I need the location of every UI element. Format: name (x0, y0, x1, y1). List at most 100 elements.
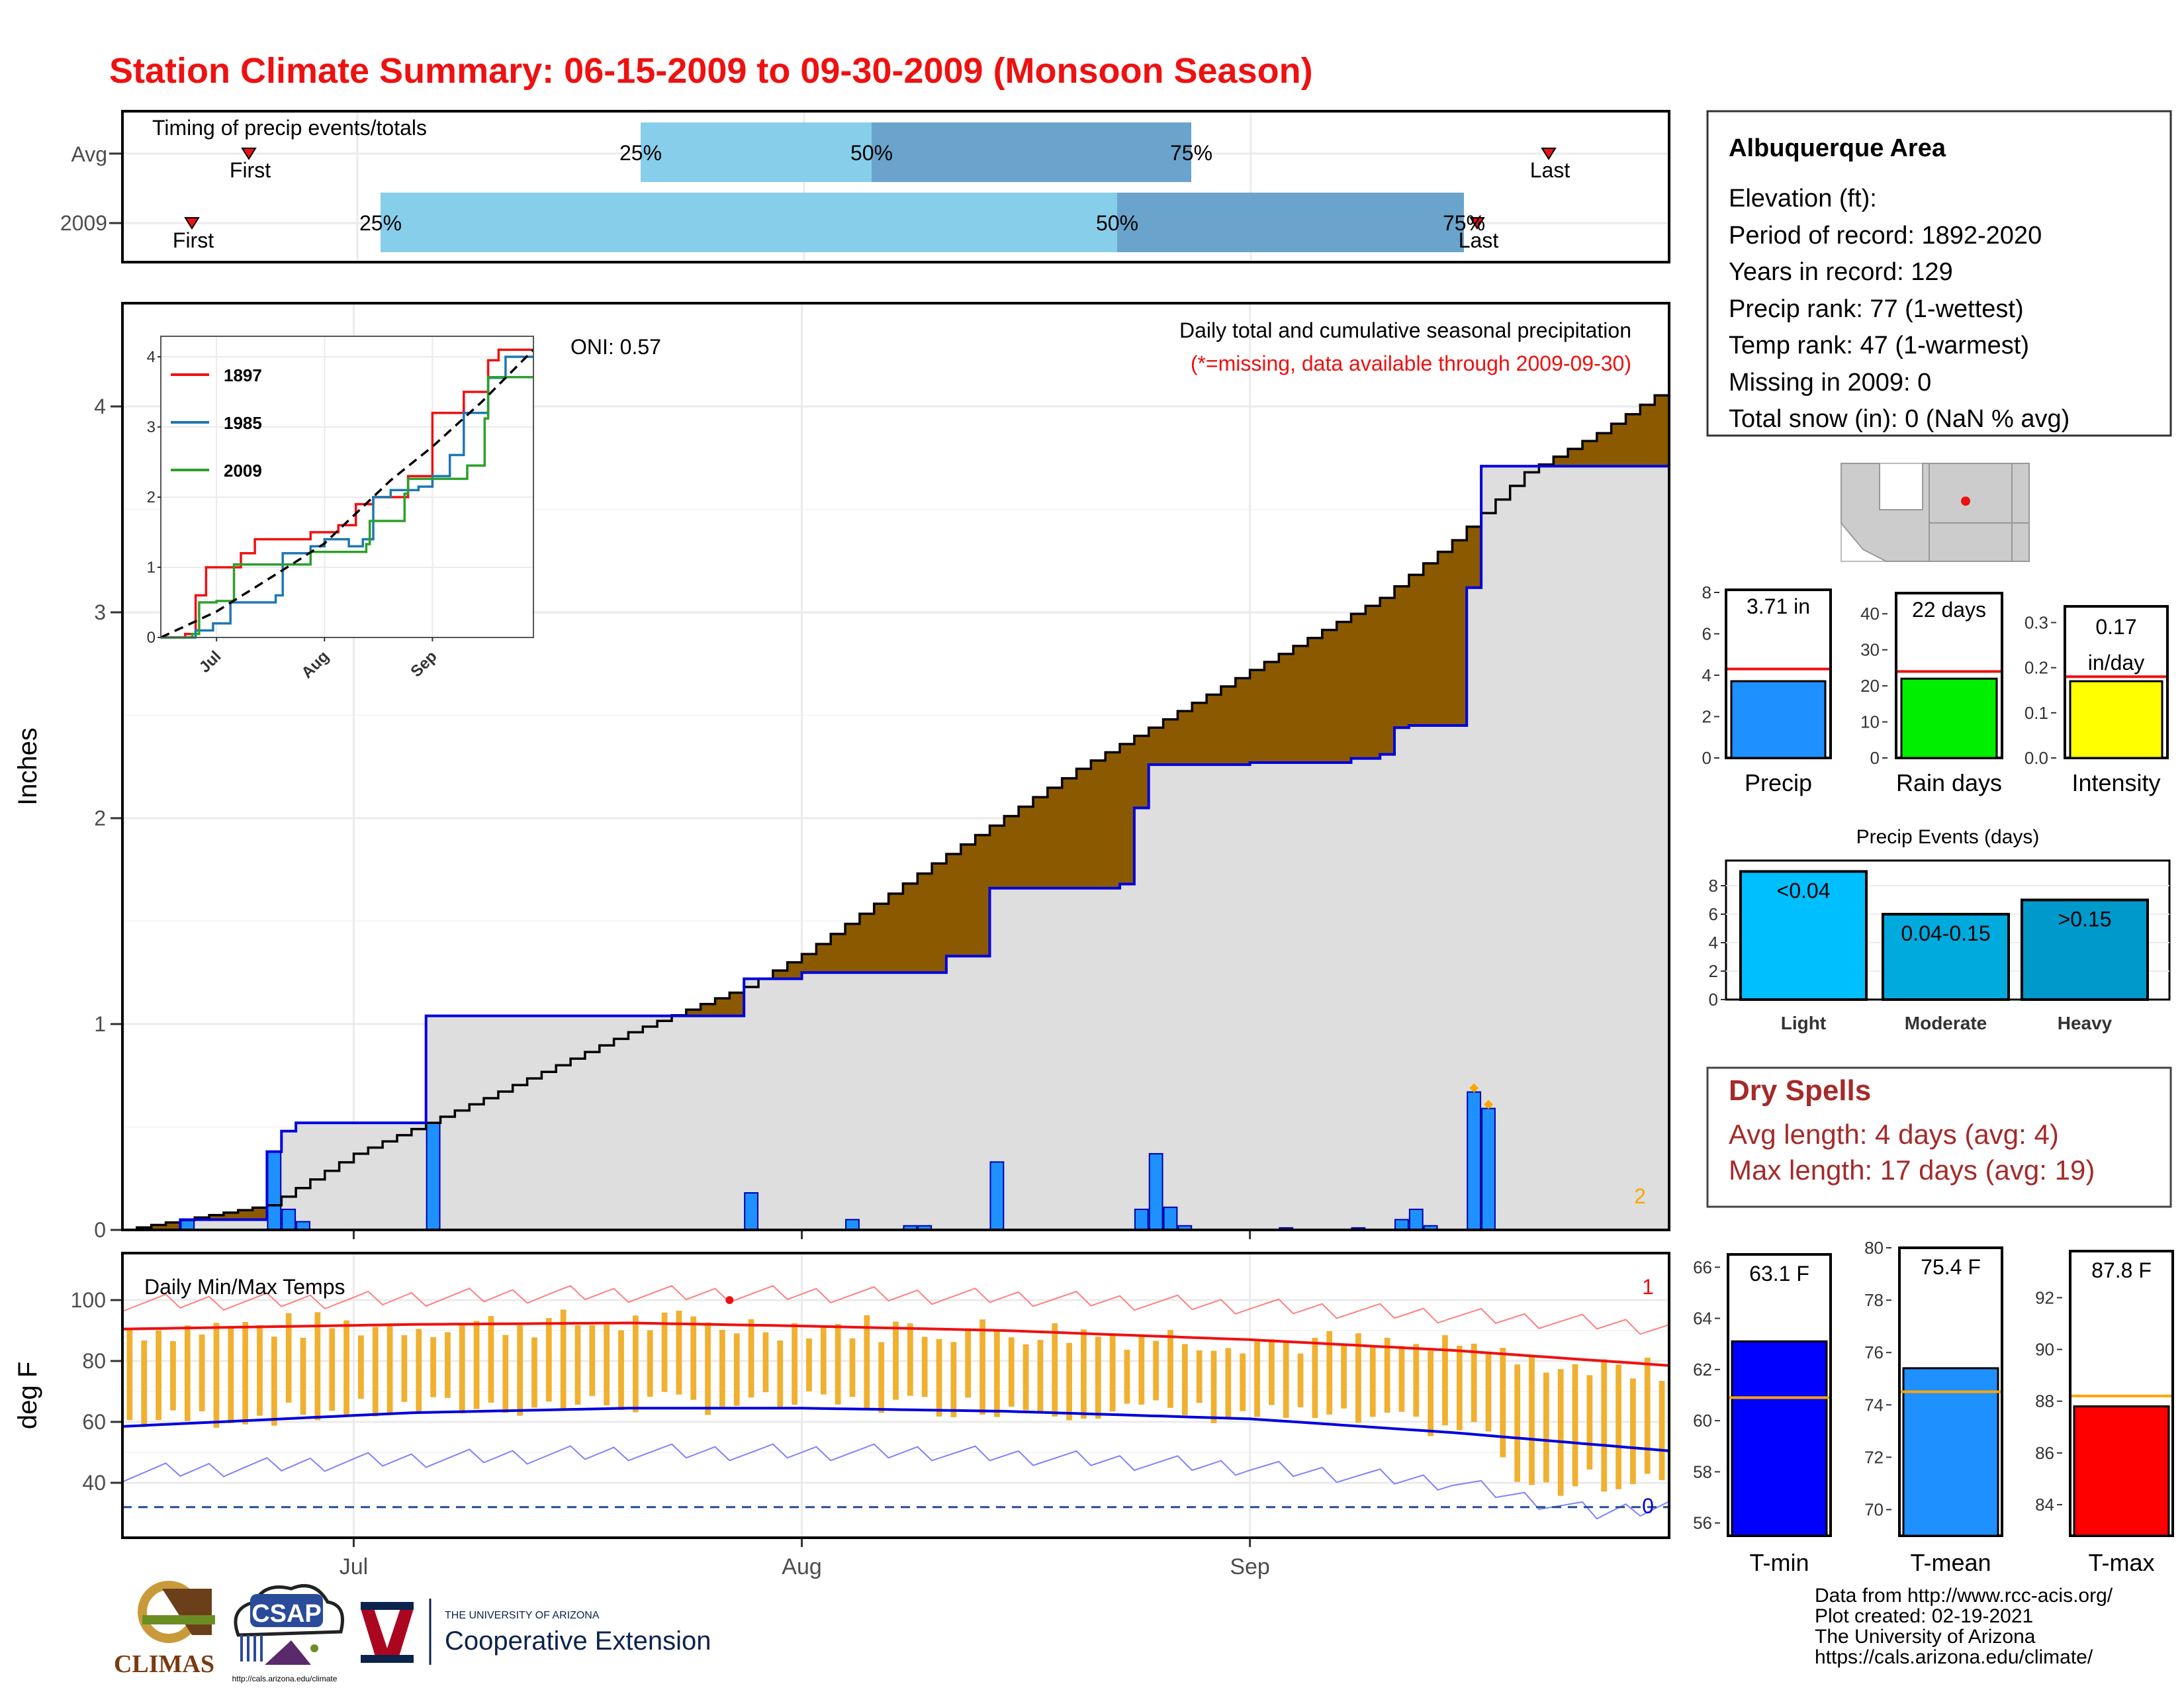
y2009-q1: 25% (359, 211, 402, 235)
station-line: Years in record: 129 (1729, 258, 1953, 286)
daily-temp-range-bar (965, 1328, 972, 1398)
dry-spells-title: Dry Spells (1729, 1074, 1871, 1107)
daily-precip-bar (989, 1161, 1005, 1231)
daily-temp-range-bar (126, 1329, 133, 1421)
dry-spells-box: Dry Spells Avg length: 4 days (avg: 4) M… (1706, 1066, 2172, 1208)
summary-value: in/day (2088, 651, 2144, 675)
temp-summary-ytick: 88 (2035, 1391, 2054, 1411)
event-bar-value: <0.04 (1777, 879, 1831, 903)
daily-temp-range-bar (1369, 1346, 1376, 1417)
daily-precip-bar (267, 1150, 282, 1231)
inset-ytick: 4 (147, 348, 156, 366)
cumulative-2009-line (122, 465, 1669, 1231)
summary-label: Intensity (2071, 769, 2160, 796)
temp-summary-ytick: 56 (1693, 1513, 1712, 1533)
inset-average-line (160, 349, 535, 639)
temp-xtick: Aug (782, 1554, 822, 1579)
daily-temp-range-bar (517, 1325, 523, 1416)
y2009-first-label: First (173, 228, 214, 252)
temp-summary-label: T-mean (1910, 1549, 1991, 1576)
precip-ytick: 1 (94, 1012, 106, 1036)
timing-row-avg-label: Avg (71, 142, 107, 166)
figure-title: Station Climate Summary: 06-15-2009 to 0… (109, 51, 1313, 91)
daily-temp-range-bar (979, 1319, 985, 1415)
temp-xtick: Jul (340, 1554, 368, 1579)
y2009-q3: 75% (1443, 211, 1485, 235)
daily-temp-range-bar (1095, 1336, 1101, 1419)
daily-temp-range-bar (257, 1325, 263, 1416)
daily-temp-range-bar (762, 1332, 769, 1393)
daily-temp-range-bar (387, 1323, 393, 1414)
summary-bar-Rain days (1900, 677, 1998, 759)
station-name: Albuquerque Area (1729, 134, 1946, 162)
normal-max-line (122, 1321, 1670, 1367)
temp-summary-value: 63.1 F (1749, 1262, 1809, 1286)
daily-temp-range-bar (445, 1332, 451, 1398)
daily-precip-bar (426, 1122, 441, 1231)
daily-temp-range-bar (806, 1338, 812, 1391)
event-bar-value: >0.15 (2058, 908, 2112, 931)
inset-ytick: 1 (147, 559, 156, 577)
daily-temp-range-bar (1500, 1348, 1506, 1458)
precip-events-chart: Precip Events (days) 0 2 4 6 8 <0.04 Light 0.04-… (1709, 826, 2171, 1033)
daily-temp-range-bar (1630, 1378, 1636, 1485)
temp-ylabel: deg F (13, 1362, 42, 1429)
daily-temp-range-bar (835, 1324, 841, 1405)
daily-temp-range-bar (647, 1330, 653, 1397)
temp-summary-ytick: 76 (1864, 1342, 1884, 1362)
inset-ytick: 0 (147, 629, 156, 647)
temp-min-count: 0 (1642, 1494, 1654, 1518)
dry-spells-max: Max length: 17 days (avg: 19) (1729, 1154, 2095, 1186)
precip-ytick: 3 (94, 600, 106, 624)
precip-ytick: 4 (94, 395, 106, 418)
y2009-q2: 50% (1096, 211, 1138, 235)
legend-1897: 1897 (224, 365, 262, 385)
daily-temp-range-bar (719, 1329, 725, 1407)
daily-temp-range-bar (1138, 1336, 1145, 1405)
daily-temp-range-bar (430, 1336, 436, 1397)
daily-temp-range-bar (1428, 1350, 1433, 1436)
daily-temp-range-bar (690, 1316, 697, 1400)
daily-temp-range-bar (531, 1337, 537, 1408)
temp-summary-ytick: 80 (1864, 1238, 1884, 1258)
event-bar-Heavy (2021, 898, 2149, 1001)
station-line: Missing in 2009: 0 (1729, 369, 1931, 397)
summary-ytick: 30 (1860, 640, 1880, 660)
summary-ytick: 6 (1702, 624, 1711, 644)
dry-spells-avg: Avg length: 4 days (avg: 4) (1729, 1119, 2059, 1150)
daily-temp-range-bar (1240, 1353, 1246, 1411)
daily-temp-range-bar (921, 1336, 928, 1397)
daily-temp-range-bar (994, 1330, 1000, 1417)
daily-temp-range-bar (1413, 1344, 1420, 1417)
inset-series-2009 (161, 375, 533, 639)
daily-temp-range-bar (1456, 1345, 1463, 1430)
summary-ytick: 8 (1702, 583, 1711, 602)
missing-note: (*=missing, data available through 2009-… (1191, 352, 1631, 375)
temp-summary-label: T-min (1750, 1549, 1809, 1576)
daily-temp-range-bar (1601, 1359, 1608, 1492)
temp-panel-title: Daily Min/Max Temps (144, 1275, 345, 1299)
avg-q1: 25% (619, 141, 662, 165)
daily-temp-range-bar (199, 1334, 205, 1412)
daily-temp-range-bar (213, 1323, 220, 1428)
y2009-last-label: Last (1459, 228, 1499, 252)
daily-temp-range-bar (1167, 1329, 1173, 1408)
daily-temp-range-bar (170, 1341, 176, 1411)
precip-panel: 0 1 2 3 4 Inches Daily total and cumulative … (13, 302, 1670, 1242)
climas-text: CLIMAS (114, 1650, 214, 1678)
daily-temp-range-bar (271, 1336, 277, 1426)
daily-temp-range-bar (864, 1315, 870, 1410)
timing-panel: Timing of precip events/totals Avg 2009 … (60, 110, 1670, 263)
daily-temp-range-bar (1659, 1381, 1665, 1480)
daily-temp-range-bar (618, 1330, 624, 1411)
record-max-marker (725, 1296, 734, 1304)
daily-temp-range-bar (604, 1325, 610, 1406)
temp-summary-ytick: 70 (1864, 1499, 1884, 1519)
daily-temp-range-bar (300, 1338, 306, 1415)
summary-ytick: 40 (1860, 604, 1880, 624)
station-line: Temp rank: 47 (1-warmest) (1729, 332, 2029, 359)
event-bar-value: 0.04-0.15 (1901, 921, 1990, 945)
temp-ytick: 60 (82, 1410, 106, 1434)
daily-temp-range-bar (1210, 1350, 1217, 1423)
